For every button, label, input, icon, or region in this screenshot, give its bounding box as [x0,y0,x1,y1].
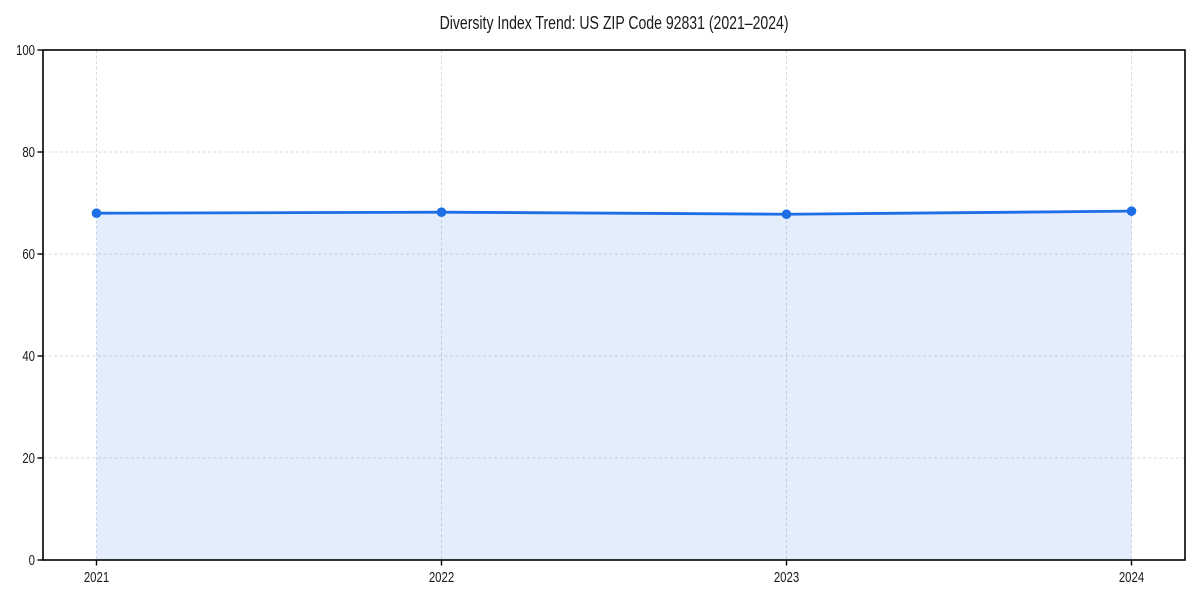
axis-layer [37,49,1186,566]
trend-line [95,209,1133,216]
x-tick-label: 2021 [84,568,109,585]
plot-border [42,49,1186,561]
x-tick-label: 2023 [774,568,799,585]
y-tick-label: 80 [22,144,35,161]
y-tick-label: 40 [22,348,35,365]
y-tick-label: 0 [29,552,35,569]
y-tick-label: 20 [22,450,35,467]
y-tick-label: 60 [22,246,35,263]
y-tick-label: 100 [16,42,35,59]
tick-label-layer: 0 20 40 60 80 100 2021 2022 2023 2024 [16,42,1145,586]
x-tick-label: 2022 [429,568,454,585]
area-fill [96,211,1132,560]
chart-title: Diversity Index Trend: US ZIP Code 92831… [440,13,789,33]
series-layer [91,206,1137,560]
x-tick-label: 2024 [1119,568,1145,585]
data-point-2021 [91,208,102,218]
data-point-2023 [781,209,792,220]
data-point-2022 [436,207,447,217]
data-point-2024 [1126,206,1137,216]
